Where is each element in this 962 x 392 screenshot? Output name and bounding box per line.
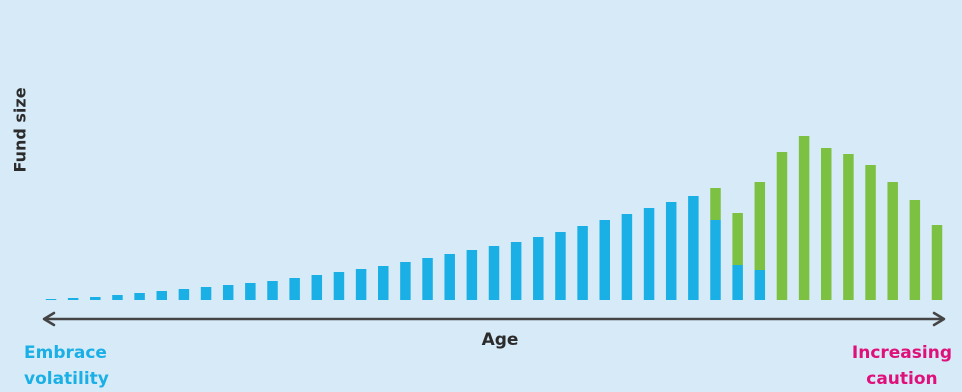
bar-segment-36-s2 [821,148,832,300]
x-axis-arrow-left [42,311,56,327]
annotation-increasing-caution: Increasing caution [852,340,952,392]
bar-segment-38-s2 [865,165,876,300]
bar-segment-28-s1 [643,208,655,300]
bar-segment-41-s2 [931,225,943,300]
bar-segment-29-s1 [665,202,677,300]
bar-segment-34-s2 [776,152,788,300]
bar-segment-14-s1 [333,272,345,300]
bar-segment-8-s1 [200,287,212,300]
bar-segment-10-s1 [245,283,256,300]
annotation-right-line-2: caution [866,369,938,389]
bar-segment-21-s1 [488,246,500,300]
bar-segment-39-s2 [887,182,898,300]
bar-segment-32-s2 [732,213,743,265]
bar-segment-30-s1 [688,196,699,300]
y-axis-label: Fund size [10,87,30,173]
annotation-embrace-volatility: Embrace volatility [24,340,109,392]
x-axis [42,311,946,327]
bar-segment-20-s1 [466,250,478,300]
bar-segment-11-s1 [267,281,278,300]
bar-segment-2-s1 [67,298,79,300]
bar-segment-37-s2 [843,154,854,300]
annotation-right-line-1: Increasing [851,343,952,363]
bar-segment-12-s1 [289,278,300,300]
bar-segment-26-s1 [599,220,610,300]
bar-segment-33-s1 [754,270,766,300]
bar-segment-16-s1 [378,266,389,300]
bar-segment-40-s2 [909,200,921,300]
bar-segment-31-s2 [710,188,721,220]
bar-segment-18-s1 [422,258,433,300]
bar-segment-15-s1 [355,269,367,300]
bar-segment-19-s1 [444,254,455,300]
bar-segment-3-s1 [90,297,101,300]
x-axis-label: Age [481,330,519,350]
bar-segment-31-s1 [710,220,721,300]
bar-segment-32-s1 [732,265,743,300]
bar-segment-25-s1 [577,226,588,300]
bar-segment-9-s1 [222,285,234,300]
bar-segment-6-s1 [156,291,167,300]
bar-segment-1-s1 [45,299,57,300]
bars [45,136,943,300]
bar-segment-23-s1 [533,237,544,300]
bar-segment-33-s2 [754,182,766,270]
annotation-left-line-1: Embrace [24,343,107,363]
bar-segment-24-s1 [555,232,566,300]
bar-segment-27-s1 [621,214,633,300]
bar-segment-13-s1 [311,275,323,300]
bar-segment-7-s1 [178,289,190,300]
bar-segment-22-s1 [510,242,522,300]
bar-segment-17-s1 [400,262,411,300]
x-axis-arrow-right [932,311,946,327]
annotation-left-line-2: volatility [24,369,109,389]
bar-segment-5-s1 [134,293,145,300]
bar-segment-35-s2 [798,136,810,300]
bar-segment-4-s1 [112,295,123,300]
